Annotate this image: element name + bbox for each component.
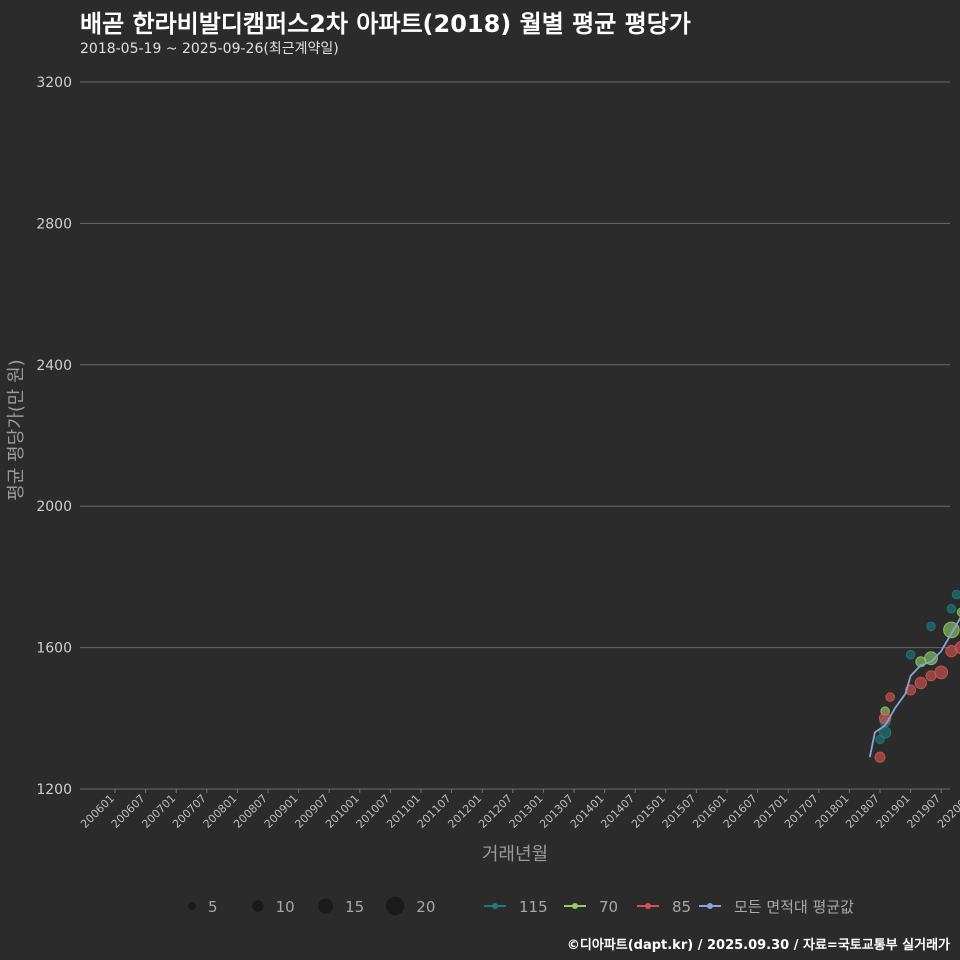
size-legend-dot <box>188 902 196 910</box>
x-tick-labels: 2006012006072007012007072008012008072009… <box>78 789 960 831</box>
average-line-layer <box>868 616 960 758</box>
series-legend-label: 85 <box>672 898 691 916</box>
y-axis-label: 평균 평당가(만 원) <box>6 359 27 500</box>
series-legend-label: 70 <box>599 898 618 916</box>
data-point-85 <box>934 665 949 680</box>
size-legend-dot <box>385 896 405 916</box>
series-legend-label: 모든 면적대 평균값 <box>734 898 854 916</box>
data-point-70 <box>956 607 960 617</box>
legend: 5 10 15 20 115 70 85 모든 면적대 평균값 <box>188 896 854 916</box>
size-legend-dot <box>318 898 334 914</box>
data-point-85 <box>885 692 896 702</box>
series-legend-dot <box>492 903 498 909</box>
size-legend-label: 15 <box>345 898 364 916</box>
series-legend-dot <box>707 903 713 909</box>
chart-title: 배곧 한라비발디캠퍼스2차 아파트(2018) 월별 평균 평당가 <box>80 10 691 38</box>
size-legend-label: 20 <box>416 898 435 916</box>
y-tick-label: 2000 <box>36 499 72 515</box>
chart-subtitle: 2018-05-19 ~ 2025-09-26(최근계약일) <box>80 41 339 57</box>
data-point-85 <box>914 676 927 690</box>
series-legend-dot <box>645 903 651 909</box>
data-point-85 <box>874 751 886 763</box>
y-tick-label: 1600 <box>36 641 72 657</box>
average-line <box>868 616 960 758</box>
x-axis-label: 거래년월 <box>482 844 548 865</box>
grid-layer <box>80 81 950 790</box>
data-point-115 <box>926 621 936 632</box>
series-legend-dot <box>572 903 578 909</box>
y-tick-label: 1200 <box>36 782 72 798</box>
data-point-115 <box>951 589 960 600</box>
y-tick-label: 2400 <box>36 358 72 374</box>
y-tick-label: 3200 <box>36 75 72 91</box>
series-legend-label: 115 <box>519 898 548 916</box>
y-tick-label: 2800 <box>36 216 72 232</box>
data-point-70 <box>924 651 938 666</box>
size-legend-label: 5 <box>208 898 218 916</box>
y-tick-labels: 1200 1600 2000 2400 2800 3200 <box>36 75 72 798</box>
footer-credit: ©디아파트(dapt.kr) / 2025.09.30 / 자료=국토교통부 실… <box>566 938 950 953</box>
size-legend-label: 10 <box>276 898 295 916</box>
data-point-85 <box>954 640 960 655</box>
size-legend-dot <box>252 900 264 912</box>
data-point-115 <box>905 649 916 660</box>
data-points <box>874 589 960 763</box>
data-point-115 <box>946 603 957 614</box>
